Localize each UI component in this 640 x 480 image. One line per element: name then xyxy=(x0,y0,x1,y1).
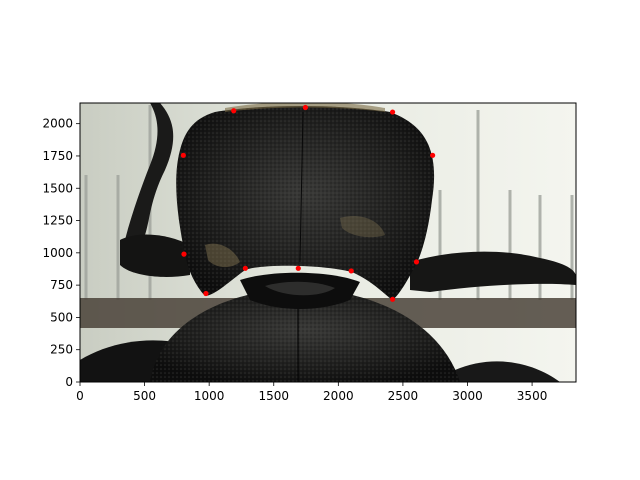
y-tick-label: 750 xyxy=(50,278,73,292)
x-tick-label: 3000 xyxy=(452,389,483,403)
y-tick-label: 250 xyxy=(50,343,73,357)
x-tick-label: 500 xyxy=(133,389,156,403)
scatter-point xyxy=(295,265,301,271)
y-tick-label: 2000 xyxy=(42,117,73,131)
x-axis: 0 500 1000 1500 2000 2500 3000 3500 xyxy=(76,382,547,403)
x-tick-label: 3500 xyxy=(517,389,548,403)
y-axis: 0 250 500 750 1000 1250 1500 1750 2000 xyxy=(42,117,80,389)
y-tick-label: 1750 xyxy=(42,149,73,163)
y-tick-label: 1000 xyxy=(42,246,73,260)
scatter-point xyxy=(181,251,187,257)
y-tick-label: 1250 xyxy=(42,214,73,228)
x-tick-label: 1000 xyxy=(194,389,225,403)
scatter-point xyxy=(180,152,186,158)
axes-frame xyxy=(79,102,577,383)
x-tick-label: 2000 xyxy=(323,389,354,403)
scatter-point xyxy=(231,108,237,114)
scatter-point xyxy=(389,296,396,302)
scatter-point xyxy=(389,109,396,115)
y-tick-label: 500 xyxy=(50,310,73,324)
x-tick-label: 0 xyxy=(76,389,84,403)
scatter-points xyxy=(180,104,436,302)
y-tick-label: 1500 xyxy=(42,181,73,195)
scatter-point xyxy=(413,259,420,265)
x-tick-label: 1500 xyxy=(258,389,289,403)
scatter-point xyxy=(302,104,308,111)
scatter-point xyxy=(430,152,436,158)
y-tick-label: 0 xyxy=(65,375,73,389)
scatter-point xyxy=(242,265,248,271)
scatter-point xyxy=(348,268,354,274)
scatter-point xyxy=(203,290,209,297)
x-tick-label: 2500 xyxy=(388,389,419,403)
beetle-photo xyxy=(80,103,576,382)
